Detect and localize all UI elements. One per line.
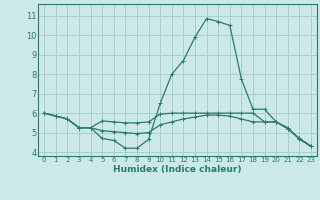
X-axis label: Humidex (Indice chaleur): Humidex (Indice chaleur): [113, 165, 242, 174]
